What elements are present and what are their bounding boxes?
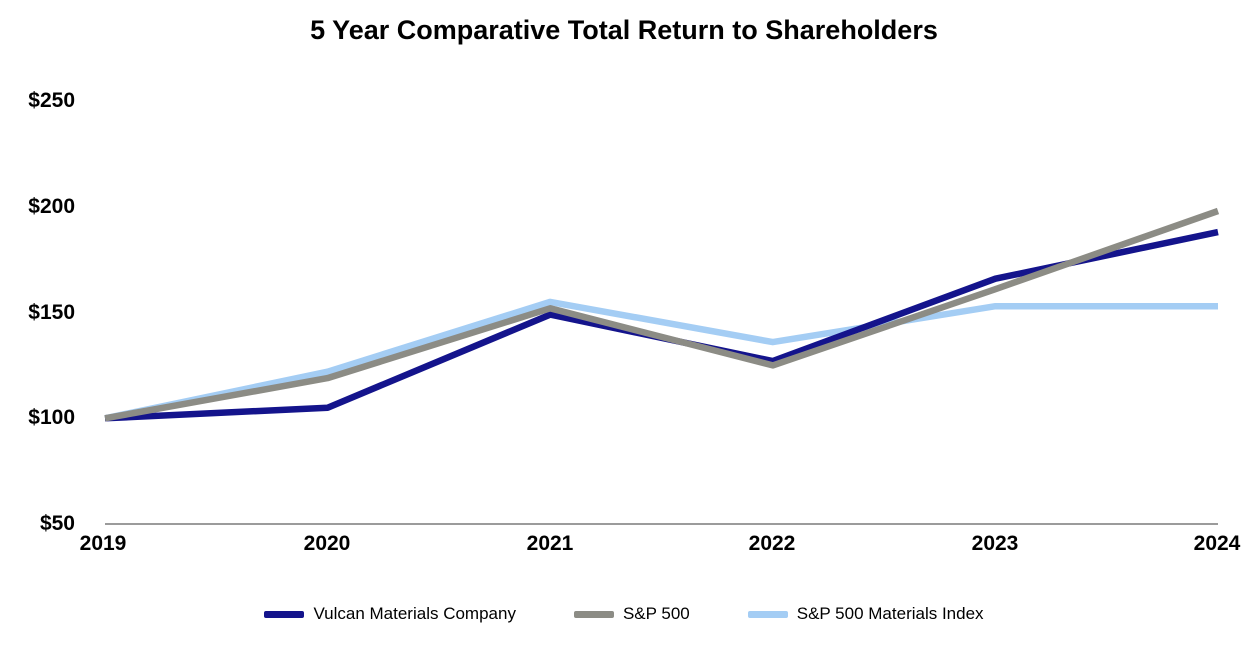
legend-label: S&P 500 Materials Index: [796, 604, 984, 623]
x-axis-tick-label: 2021: [526, 532, 574, 555]
legend-label: Vulcan Materials Company: [313, 604, 516, 623]
y-axis-tick-label: $50: [39, 512, 75, 535]
chart-legend: Vulcan Materials Company S&P 500 S&P 500…: [0, 604, 1248, 624]
legend-swatch-sp500-materials-index: [747, 610, 788, 618]
y-axis-tick-label: $250: [28, 89, 75, 112]
legend-item-sp500: S&P 500: [573, 604, 690, 624]
legend-item-sp500-materials-index: S&P 500 Materials Index: [747, 604, 984, 624]
legend-item-vulcan-materials-company: Vulcan Materials Company: [264, 604, 516, 624]
legend-label: S&P 500: [622, 604, 690, 623]
series-line-s-p-500-materials-index: [104, 298, 1218, 422]
y-axis-tick-label: $100: [28, 406, 75, 429]
y-axis-tick-label: $150: [28, 301, 75, 324]
x-axis-tick-label: 2022: [748, 532, 796, 555]
legend-swatch-vulcan-materials-company: [264, 610, 305, 618]
x-axis-tick-label: 2024: [1193, 532, 1241, 555]
legend-swatch-sp500: [573, 610, 614, 618]
x-axis-tick-label: 2019: [79, 532, 127, 555]
y-axis-tick-label: $200: [28, 195, 75, 218]
x-axis-tick-label: 2023: [971, 532, 1019, 555]
chart-title: 5 Year Comparative Total Return to Share…: [310, 15, 938, 45]
series-line-s-p-500: [104, 207, 1220, 422]
x-axis-tick-label: 2020: [303, 532, 351, 555]
